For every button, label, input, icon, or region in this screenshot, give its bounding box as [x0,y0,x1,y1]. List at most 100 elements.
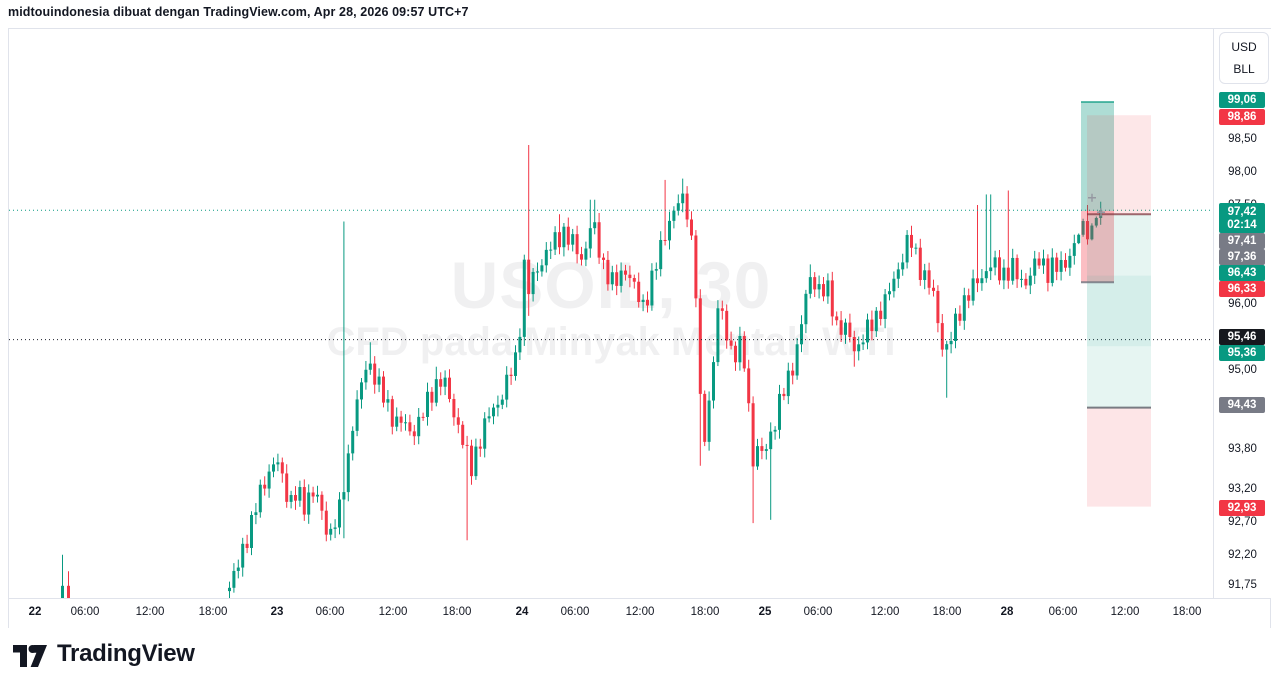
price-label-value: 94,43 [1227,399,1257,411]
candle-body [734,345,737,363]
price-tick-label: 98,50 [1228,133,1257,145]
time-axis[interactable]: 22 06:00 12:00 18:00 23 06:00 12:00 18:00 24 06:0… [9,598,1270,628]
candle-body [514,352,517,376]
candle-body [619,270,623,286]
time-tick-label: 06:00 [70,606,100,618]
candle-body [694,235,698,299]
position-drag-handle-icon[interactable] [1097,208,1105,217]
time-tick-label: 18:00 [690,606,720,618]
candle-body [404,422,407,424]
candle-body [716,308,720,363]
candle-body [250,515,253,548]
candle-body [998,257,1001,281]
price-label: 95,36 [1219,345,1265,361]
candle-body [478,446,482,449]
candle-body [839,320,843,335]
short-stop-zone[interactable] [1087,115,1151,215]
candle-body [509,374,513,376]
long2-stop-zone[interactable] [1087,407,1151,507]
candle-body [593,222,597,229]
candle-body [650,270,654,306]
candle-body [910,234,913,248]
tradingview-logomark-icon [13,644,47,667]
candle-body [690,219,693,236]
candlestick-chart[interactable] [9,29,1213,598]
unit-button[interactable]: BLL [1233,61,1255,76]
time-tick-label: 18:00 [1172,606,1202,618]
candle-body [298,487,302,501]
candle-body [958,313,962,321]
candle-body [399,416,403,423]
candle-body [1015,257,1019,280]
candle-body [1002,267,1006,281]
candle-body [632,278,636,282]
candle-body [830,280,834,317]
price-tick-label: 92,20 [1228,548,1257,561]
candle-body [558,232,561,248]
candle-body [857,344,861,352]
candle-body [505,374,509,400]
position-drag-handle-icon[interactable] [1088,193,1096,202]
target-overlap-zone[interactable] [1087,275,1151,347]
candle-body [320,494,324,511]
candle-body [905,234,909,263]
time-tick-label: 25 [758,606,772,618]
currency-button[interactable]: USD [1231,40,1257,55]
long-target-zone[interactable] [1081,102,1114,211]
time-tick-label: 12:00 [870,606,900,618]
time-tick-label: 12:00 [378,606,408,618]
price-label-value: 96,43 [1227,267,1257,279]
price-axis[interactable]: 98,5098,0097,5096,0095,0093,8093,2092,70… [1213,29,1271,598]
chart-pane[interactable]: USOIL, 30 CFD pada Minyak Mentah WTI [9,29,1213,598]
candle-body [412,431,416,437]
candle-body [272,464,275,472]
candle-body [866,319,869,343]
candle-body [685,193,689,220]
candle-body [654,269,658,271]
candle-body [778,393,781,430]
candle-body [703,393,707,442]
candle-body [470,445,473,477]
candle-body [580,254,583,260]
candle-body [760,446,764,451]
candle-body [500,399,504,405]
candle-body [395,416,399,427]
candle-body [1006,267,1010,281]
candle-body [800,324,803,345]
candle-body [976,278,979,284]
candle-body [646,299,649,306]
candle-body [817,284,821,290]
candle-body [1028,275,1032,286]
candle-body [311,492,315,497]
long2-target-zone[interactable] [1087,346,1151,408]
candle-body [236,567,240,571]
tradingview-logo[interactable]: TradingView [12,640,195,668]
candle-body [289,495,293,502]
long-stop-zone[interactable] [1081,210,1114,283]
candle-body [67,585,70,598]
candle-body [918,247,922,281]
candle-body [390,399,394,427]
candle-body [874,310,878,332]
time-tick-label: 24 [515,606,529,618]
candle-body [993,257,997,268]
candle-body [368,363,372,370]
price-label: 99,06 [1219,92,1265,108]
time-tick-label: 12:00 [135,606,165,618]
candle-body [606,259,610,285]
candle-body [355,399,359,431]
price-label: 98,86 [1219,109,1265,125]
candle-body [610,272,614,285]
candle-body [294,495,297,501]
candle-body [492,407,495,417]
bar-countdown: 02:14 [1227,218,1257,231]
candle-body [549,249,553,251]
candle-body [756,446,759,467]
candle-body [258,484,262,513]
candle-body [280,462,284,474]
time-tick-label: 23 [270,606,284,618]
candle-body [668,220,671,241]
short-target-zone[interactable] [1087,214,1151,276]
candle-body [483,418,487,449]
